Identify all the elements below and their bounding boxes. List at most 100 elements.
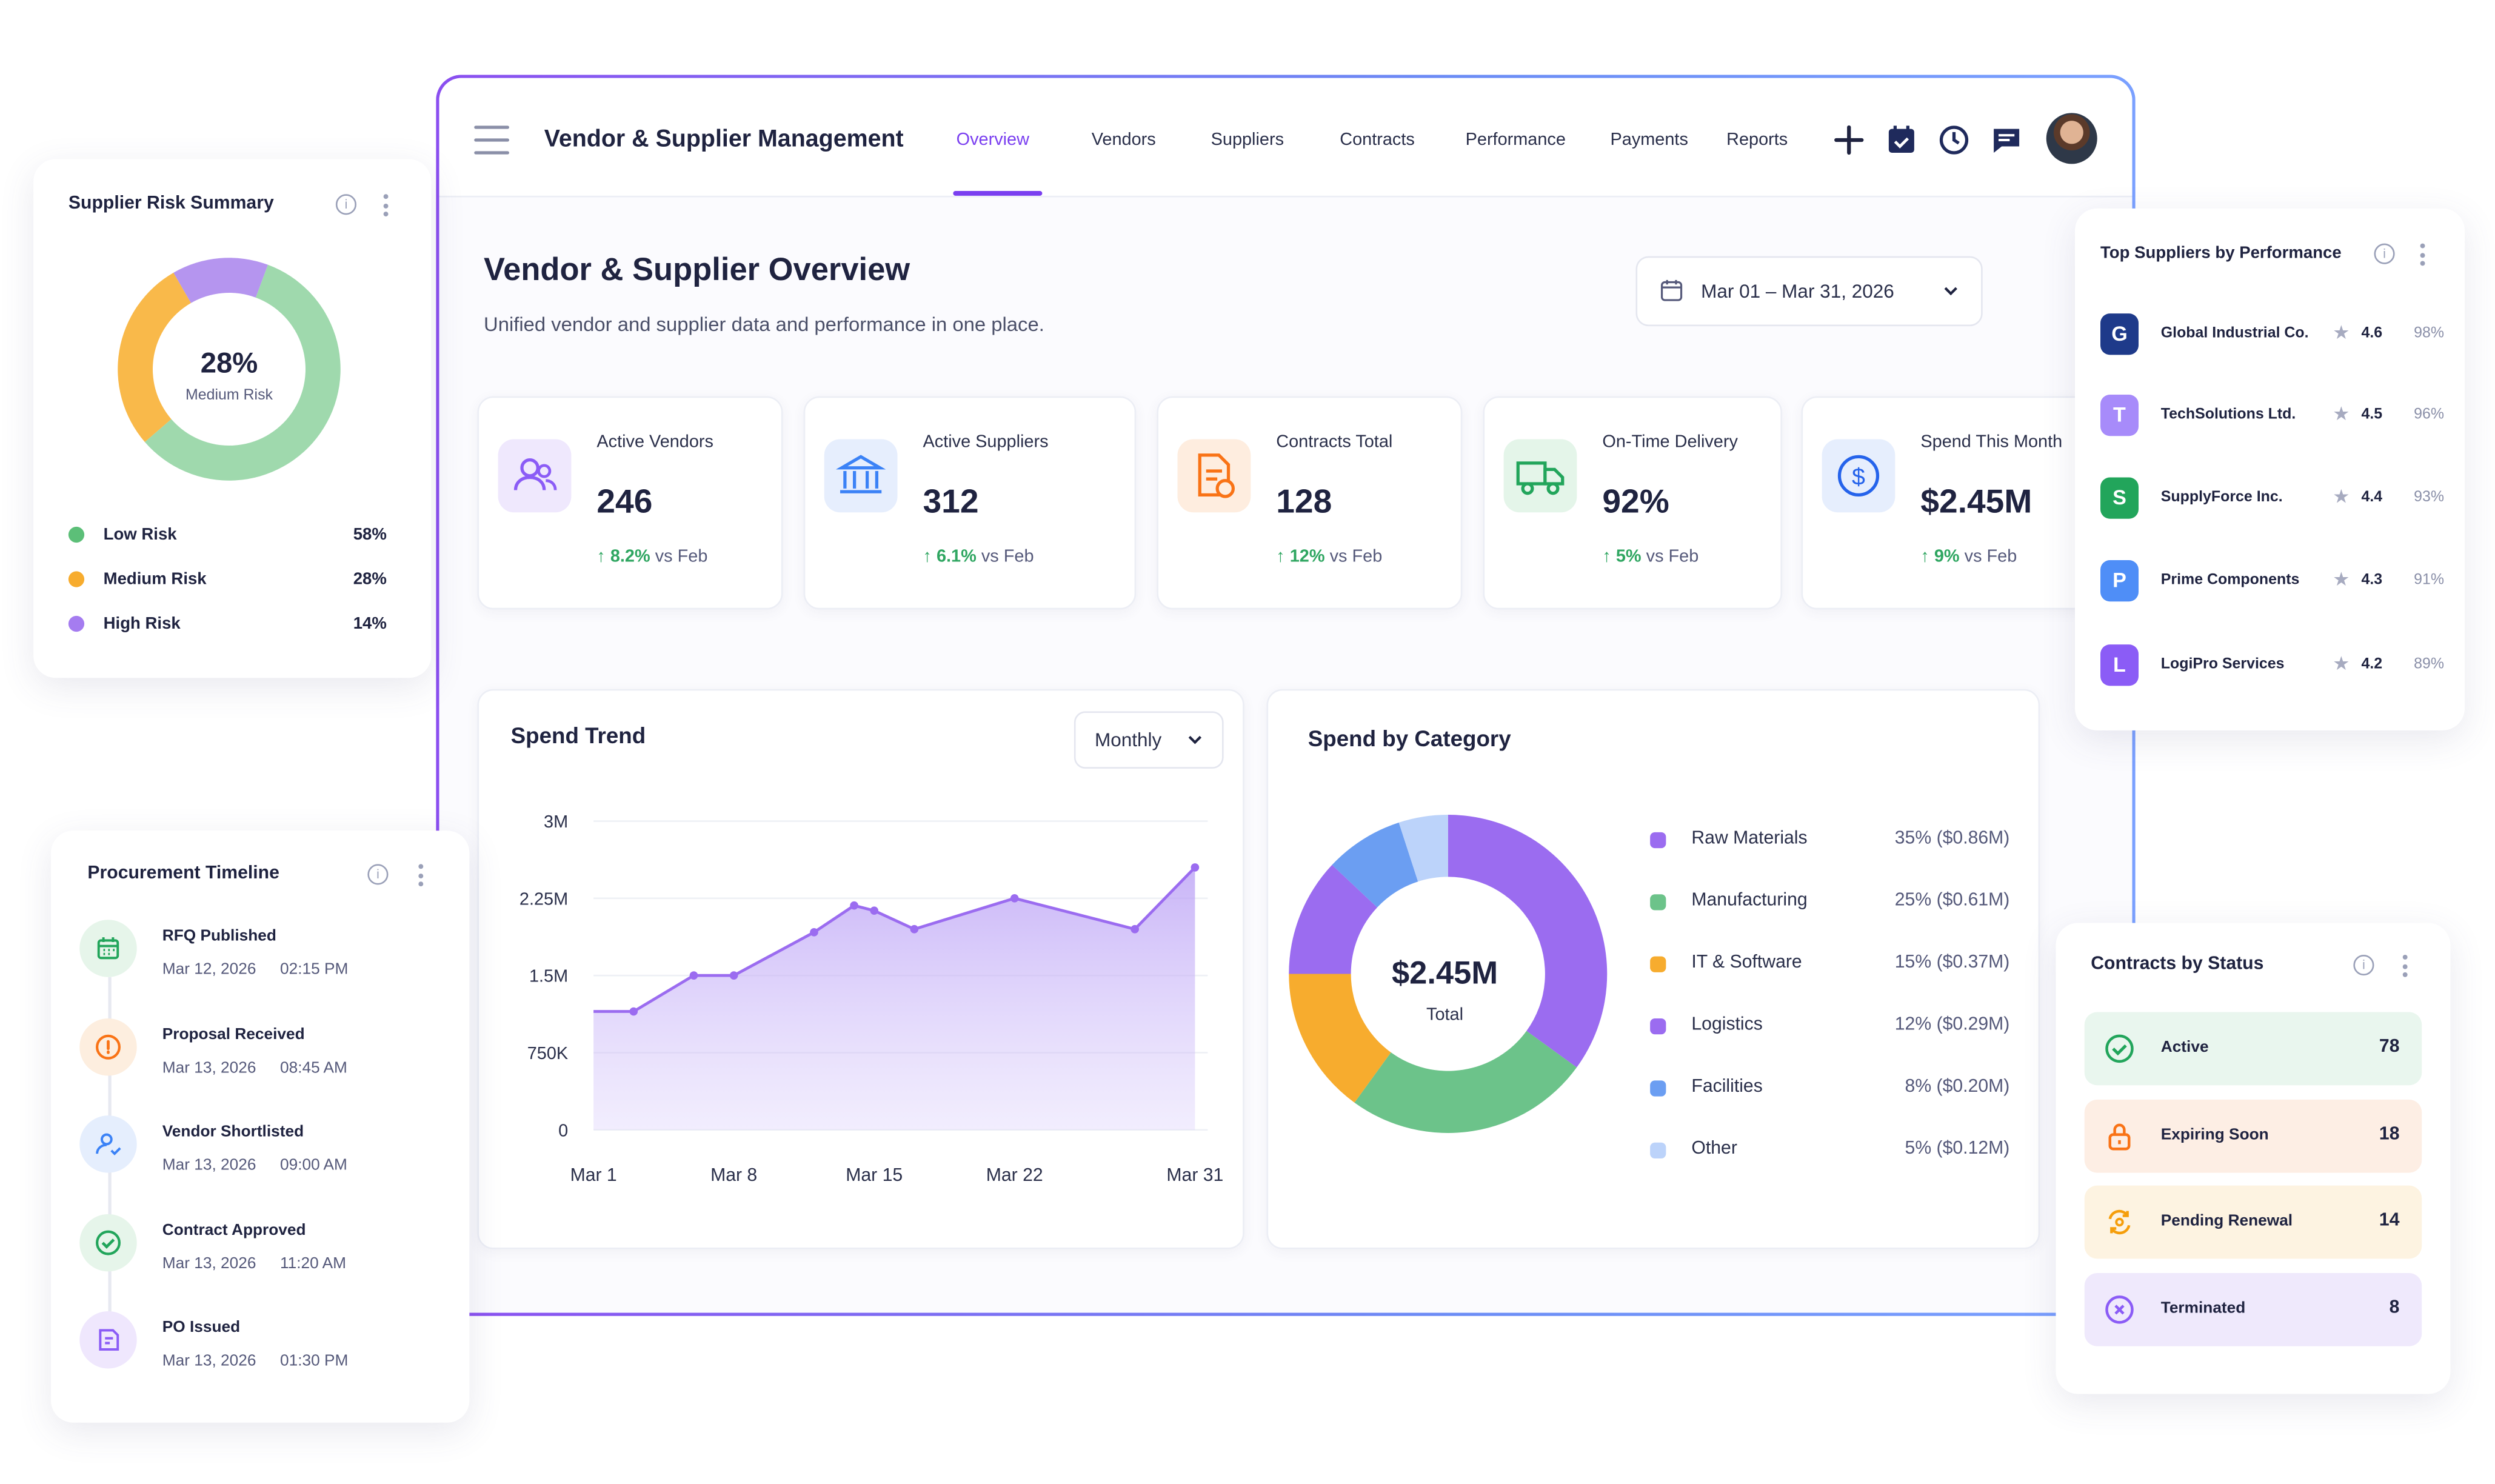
- star-icon: ★: [2333, 568, 2350, 590]
- trend-point[interactable]: [729, 971, 738, 980]
- category-slice[interactable]: [1289, 974, 1391, 1103]
- plus-icon[interactable]: [1831, 122, 1866, 158]
- supplier-row[interactable]: P Prime Components ★ 4.3 91%: [2100, 560, 2444, 602]
- timeline-item-title: Vendor Shortlisted: [162, 1123, 304, 1141]
- kpi-value: 92%: [1602, 484, 1669, 521]
- trend-point[interactable]: [850, 901, 858, 910]
- nav-reports[interactable]: Reports: [1726, 130, 1788, 150]
- kpi-label: Active Suppliers: [923, 433, 1049, 452]
- supplier-logo: L: [2100, 644, 2139, 686]
- nav-payments[interactable]: Payments: [1610, 130, 1688, 150]
- legend-value: 35% ($0.86M): [1894, 829, 2010, 849]
- trend-point[interactable]: [910, 924, 919, 934]
- more-options-icon[interactable]: [2420, 243, 2425, 270]
- nav-overview[interactable]: Overview: [956, 130, 1029, 150]
- top-suppliers-title: Top Suppliers by Performance: [2100, 243, 2342, 263]
- kpi-card-active-suppliers[interactable]: Active Suppliers 312 ↑ 6.1% vs Feb: [803, 396, 1137, 610]
- contract-status-row[interactable]: Active 78: [2084, 1012, 2422, 1086]
- legend-label: IT & Software: [1691, 953, 1802, 972]
- contract-status-row[interactable]: Pending Renewal 14: [2084, 1185, 2422, 1259]
- trend-point[interactable]: [1191, 863, 1200, 872]
- nav-performance[interactable]: Performance: [1465, 130, 1566, 150]
- supplier-row[interactable]: L LogiPro Services ★ 4.2 89%: [2100, 644, 2444, 686]
- supplier-row[interactable]: G Global Industrial Co. ★ 4.6 98%: [2100, 313, 2444, 355]
- info-icon[interactable]: i: [2374, 243, 2395, 264]
- period-select[interactable]: Monthly: [1074, 711, 1224, 769]
- risk-slice[interactable]: [118, 272, 191, 443]
- trend-point[interactable]: [629, 1007, 638, 1016]
- supplier-name: TechSolutions Ltd.: [2160, 406, 2296, 424]
- supplier-score: 91%: [2414, 571, 2444, 589]
- timeline-item-time: 02:15 PM: [280, 961, 349, 979]
- chevron-down-icon: [1188, 735, 1202, 744]
- nav-suppliers[interactable]: Suppliers: [1211, 130, 1284, 150]
- kpi-value: 128: [1276, 484, 1332, 521]
- check-circle-icon: [2103, 1033, 2136, 1065]
- date-range-picker[interactable]: Mar 01 – Mar 31, 2026: [1635, 256, 1983, 327]
- legend-label: Raw Materials: [1691, 829, 1808, 849]
- trend-point[interactable]: [870, 906, 878, 915]
- trend-point[interactable]: [1010, 894, 1019, 903]
- kpi-card-spend-this-month[interactable]: $ Spend This Month $2.45M ↑ 9% vs Feb: [1801, 396, 2107, 610]
- legend-swatch: [1650, 956, 1666, 972]
- category-slice[interactable]: [1398, 815, 1448, 882]
- category-slice[interactable]: [1332, 822, 1418, 907]
- kpi-card-on-time-delivery[interactable]: On-Time Delivery 92% ↑ 5% vs Feb: [1483, 396, 1782, 610]
- contract-status-row[interactable]: Expiring Soon 18: [2084, 1098, 2422, 1172]
- risk-donut-chart: 28% Medium Risk: [118, 258, 341, 481]
- more-options-icon[interactable]: [418, 864, 424, 890]
- supplier-row[interactable]: T TechSolutions Ltd. ★ 4.5 96%: [2100, 395, 2444, 436]
- supplier-row[interactable]: S SupplyForce Inc. ★ 4.4 93%: [2100, 477, 2444, 519]
- supplier-score: 89%: [2414, 655, 2444, 673]
- info-icon[interactable]: i: [367, 864, 389, 885]
- risk-summary-title: Supplier Risk Summary: [68, 194, 274, 213]
- trend-area: [593, 867, 1195, 1130]
- more-options-icon[interactable]: [383, 194, 389, 220]
- kpi-card-contracts-total[interactable]: Contracts Total 128 ↑ 12% vs Feb: [1157, 396, 1463, 610]
- risk-value: 58%: [353, 525, 387, 544]
- donut-center-value: $2.45M: [1392, 955, 1498, 991]
- spend-category-donut: $2.45M Total: [1289, 815, 1608, 1133]
- kpi-change: ↑ 6.1% vs Feb: [923, 547, 1034, 567]
- kpi-value: 312: [923, 484, 979, 521]
- date-range-value: Mar 01 – Mar 31, 2026: [1701, 280, 1894, 302]
- legend-value: 5% ($0.12M): [1905, 1139, 2010, 1159]
- alert-icon: [79, 1017, 137, 1075]
- supplier-logo: P: [2100, 560, 2139, 602]
- risk-slice[interactable]: [173, 258, 269, 303]
- renew-icon: [2103, 1206, 2136, 1238]
- top-suppliers-card: Top Suppliers by Performance i G Global I…: [2075, 208, 2465, 730]
- chat-icon[interactable]: [1989, 122, 2024, 158]
- trend-point[interactable]: [1131, 924, 1139, 934]
- x-tick-label: Mar 8: [710, 1165, 757, 1185]
- supplier-risk-summary-card: Supplier Risk Summary i 28% Medium Risk L…: [33, 159, 432, 678]
- info-icon[interactable]: i: [2353, 955, 2374, 976]
- user-avatar[interactable]: [2046, 113, 2097, 164]
- nav-vendors[interactable]: Vendors: [1091, 130, 1156, 150]
- category-slice[interactable]: [1289, 864, 1378, 974]
- kpi-card-active-vendors[interactable]: Active Vendors 246 ↑ 8.2% vs Feb: [477, 396, 783, 610]
- risk-slice[interactable]: [144, 264, 341, 481]
- trend-point[interactable]: [810, 928, 818, 937]
- more-options-icon[interactable]: [2402, 955, 2408, 981]
- timeline-item-title: Contract Approved: [162, 1221, 306, 1239]
- hamburger-menu-icon[interactable]: [474, 125, 509, 164]
- category-slice[interactable]: [1354, 1031, 1577, 1133]
- timeline-item-title: PO Issued: [162, 1319, 241, 1337]
- trend-point[interactable]: [689, 971, 698, 980]
- supplier-name: LogiPro Services: [2160, 655, 2285, 673]
- supplier-score: 93%: [2414, 488, 2444, 506]
- category-slice[interactable]: [1448, 815, 1608, 1068]
- info-icon[interactable]: i: [335, 194, 356, 215]
- nav-contracts[interactable]: Contracts: [1340, 130, 1415, 150]
- contract-status-row[interactable]: Terminated 8: [2084, 1272, 2422, 1346]
- supplier-rating: 4.3: [2361, 571, 2383, 589]
- contract-status-label: Terminated: [2160, 1299, 2246, 1317]
- supplier-logo: S: [2100, 477, 2139, 519]
- timeline-item-time: 11:20 AM: [280, 1254, 346, 1272]
- kpi-change: ↑ 8.2% vs Feb: [596, 547, 708, 567]
- calendar-check-icon[interactable]: [1884, 122, 1919, 158]
- procurement-timeline-card: Procurement Timeline i RFQ Published Mar …: [51, 831, 470, 1423]
- clock-icon[interactable]: [1937, 122, 1972, 158]
